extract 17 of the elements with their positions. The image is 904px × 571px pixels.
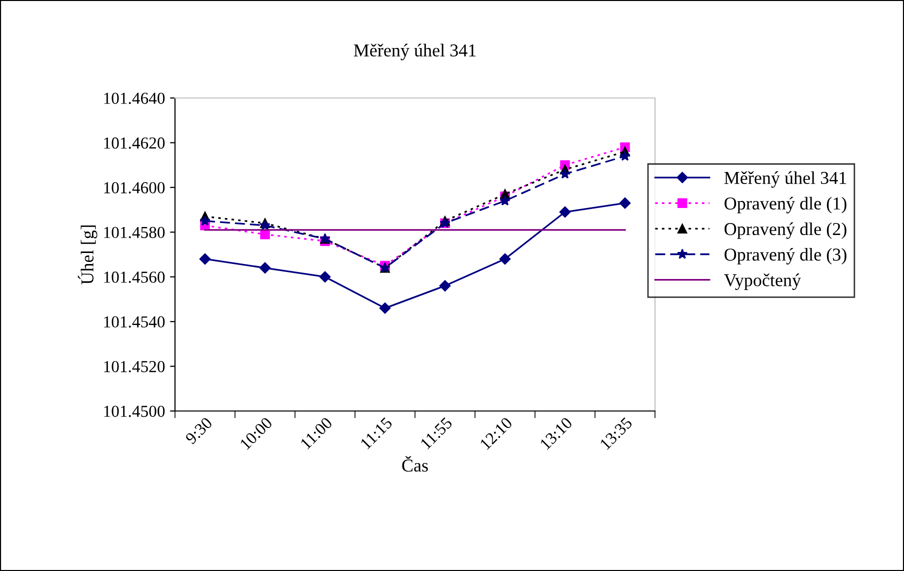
legend-label: Opravený dle (3)	[724, 248, 846, 264]
y-tick-label: 101.4600	[104, 182, 165, 194]
x-axis-title: Čas	[402, 456, 428, 472]
legend-label: Vypočtený	[724, 274, 801, 290]
legend-label: Opravený dle (2)	[724, 222, 846, 239]
y-tick-label: 101.4560	[104, 272, 165, 283]
y-tick-label: 101.4580	[104, 226, 165, 238]
y-tick-label: 101.4620	[104, 137, 165, 149]
legend-label: Měřený úhel 341	[724, 171, 846, 188]
y-tick-label: 101.4640	[104, 92, 165, 104]
y-tick-label: 101.4520	[104, 360, 165, 372]
chart-title: Měřený úhel 341	[354, 44, 476, 60]
y-tick-label: 101.4540	[104, 316, 165, 328]
legend-label: Opravený dle (1)	[724, 196, 846, 214]
y-axis-title: Úhel [g]	[78, 226, 98, 284]
y-tick-label: 101.4500	[104, 406, 165, 418]
x-tick-label: 9:30	[184, 416, 213, 445]
